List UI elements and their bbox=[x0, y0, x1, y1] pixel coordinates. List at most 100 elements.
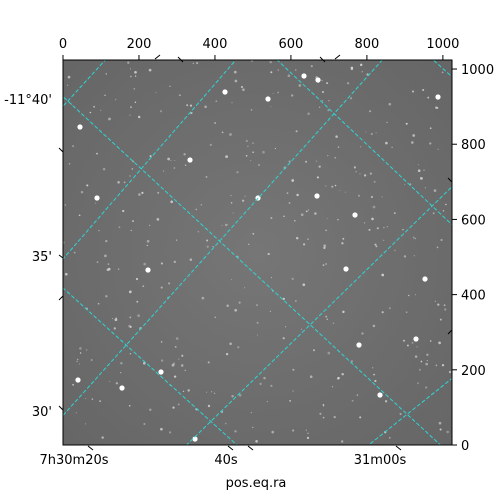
star bbox=[448, 370, 452, 374]
star bbox=[384, 400, 388, 403]
star bbox=[272, 92, 274, 95]
star bbox=[291, 94, 294, 97]
star bbox=[245, 139, 248, 143]
star bbox=[160, 359, 164, 362]
star bbox=[429, 142, 432, 145]
star bbox=[73, 251, 76, 254]
star bbox=[355, 170, 357, 173]
star bbox=[429, 340, 432, 342]
star bbox=[292, 390, 294, 392]
star bbox=[295, 130, 298, 133]
star bbox=[410, 141, 414, 144]
star bbox=[437, 303, 440, 306]
star bbox=[122, 209, 125, 213]
star bbox=[171, 363, 175, 367]
star bbox=[177, 403, 180, 406]
grid-line bbox=[63, 60, 383, 417]
star bbox=[270, 71, 273, 74]
star bbox=[322, 405, 325, 407]
star bbox=[323, 246, 326, 249]
star bbox=[64, 272, 68, 276]
star bbox=[383, 226, 385, 229]
star bbox=[186, 104, 189, 107]
grid-line bbox=[367, 377, 452, 445]
star bbox=[438, 341, 441, 345]
star bbox=[123, 181, 126, 184]
star bbox=[340, 440, 344, 443]
star bbox=[97, 302, 100, 305]
star bbox=[143, 422, 146, 426]
star bbox=[89, 111, 92, 114]
star bbox=[170, 200, 174, 204]
star bbox=[294, 69, 297, 71]
star bbox=[231, 102, 233, 104]
star bbox=[414, 294, 417, 296]
star bbox=[444, 308, 447, 311]
star bbox=[206, 239, 209, 242]
star bbox=[342, 310, 345, 314]
star bbox=[381, 273, 385, 277]
star bbox=[269, 310, 271, 312]
star bbox=[173, 375, 177, 378]
star bbox=[302, 283, 306, 287]
star bbox=[79, 352, 82, 354]
star bbox=[106, 268, 110, 272]
dec-tick-label-0: -11°40' bbox=[4, 93, 52, 108]
bright-star bbox=[413, 336, 419, 342]
star bbox=[204, 105, 207, 109]
grid-edge-tick bbox=[319, 56, 326, 63]
star bbox=[114, 98, 117, 101]
star bbox=[385, 141, 388, 145]
ra-tick-label-0: 7h30m20s bbox=[39, 453, 108, 468]
star bbox=[225, 155, 229, 159]
star bbox=[120, 372, 122, 374]
star bbox=[192, 62, 194, 65]
star bbox=[226, 304, 229, 308]
star bbox=[388, 102, 392, 106]
star bbox=[200, 204, 203, 206]
star bbox=[318, 106, 321, 108]
star bbox=[370, 132, 373, 136]
star bbox=[175, 337, 179, 340]
star bbox=[184, 369, 186, 371]
star bbox=[426, 360, 428, 362]
star bbox=[372, 324, 376, 328]
star bbox=[269, 60, 272, 64]
star bbox=[326, 318, 328, 320]
star bbox=[75, 412, 77, 414]
dec-tick-label-2: 30' bbox=[32, 405, 52, 420]
grid-line bbox=[63, 95, 442, 445]
star bbox=[291, 179, 295, 182]
star bbox=[127, 61, 130, 64]
grid-edge-tick bbox=[154, 54, 161, 60]
star bbox=[67, 75, 71, 79]
star bbox=[375, 245, 378, 248]
star bbox=[322, 91, 324, 93]
star bbox=[157, 191, 160, 194]
star bbox=[238, 301, 241, 304]
bright-star bbox=[343, 266, 349, 272]
star bbox=[319, 412, 322, 415]
star bbox=[427, 96, 430, 99]
star bbox=[420, 177, 423, 180]
star bbox=[245, 154, 248, 157]
star bbox=[337, 146, 340, 148]
star bbox=[76, 360, 78, 362]
star bbox=[137, 314, 140, 317]
star bbox=[108, 268, 110, 270]
bright-star bbox=[314, 193, 320, 199]
star bbox=[416, 346, 418, 348]
star bbox=[426, 353, 429, 356]
star bbox=[389, 307, 391, 309]
star bbox=[80, 190, 84, 194]
star bbox=[402, 229, 404, 231]
star bbox=[351, 399, 354, 402]
star bbox=[270, 384, 273, 388]
star bbox=[252, 142, 254, 145]
star bbox=[271, 276, 273, 279]
star bbox=[67, 84, 69, 86]
star bbox=[422, 88, 425, 92]
star bbox=[214, 122, 216, 124]
star bbox=[229, 342, 232, 346]
star bbox=[363, 174, 367, 177]
